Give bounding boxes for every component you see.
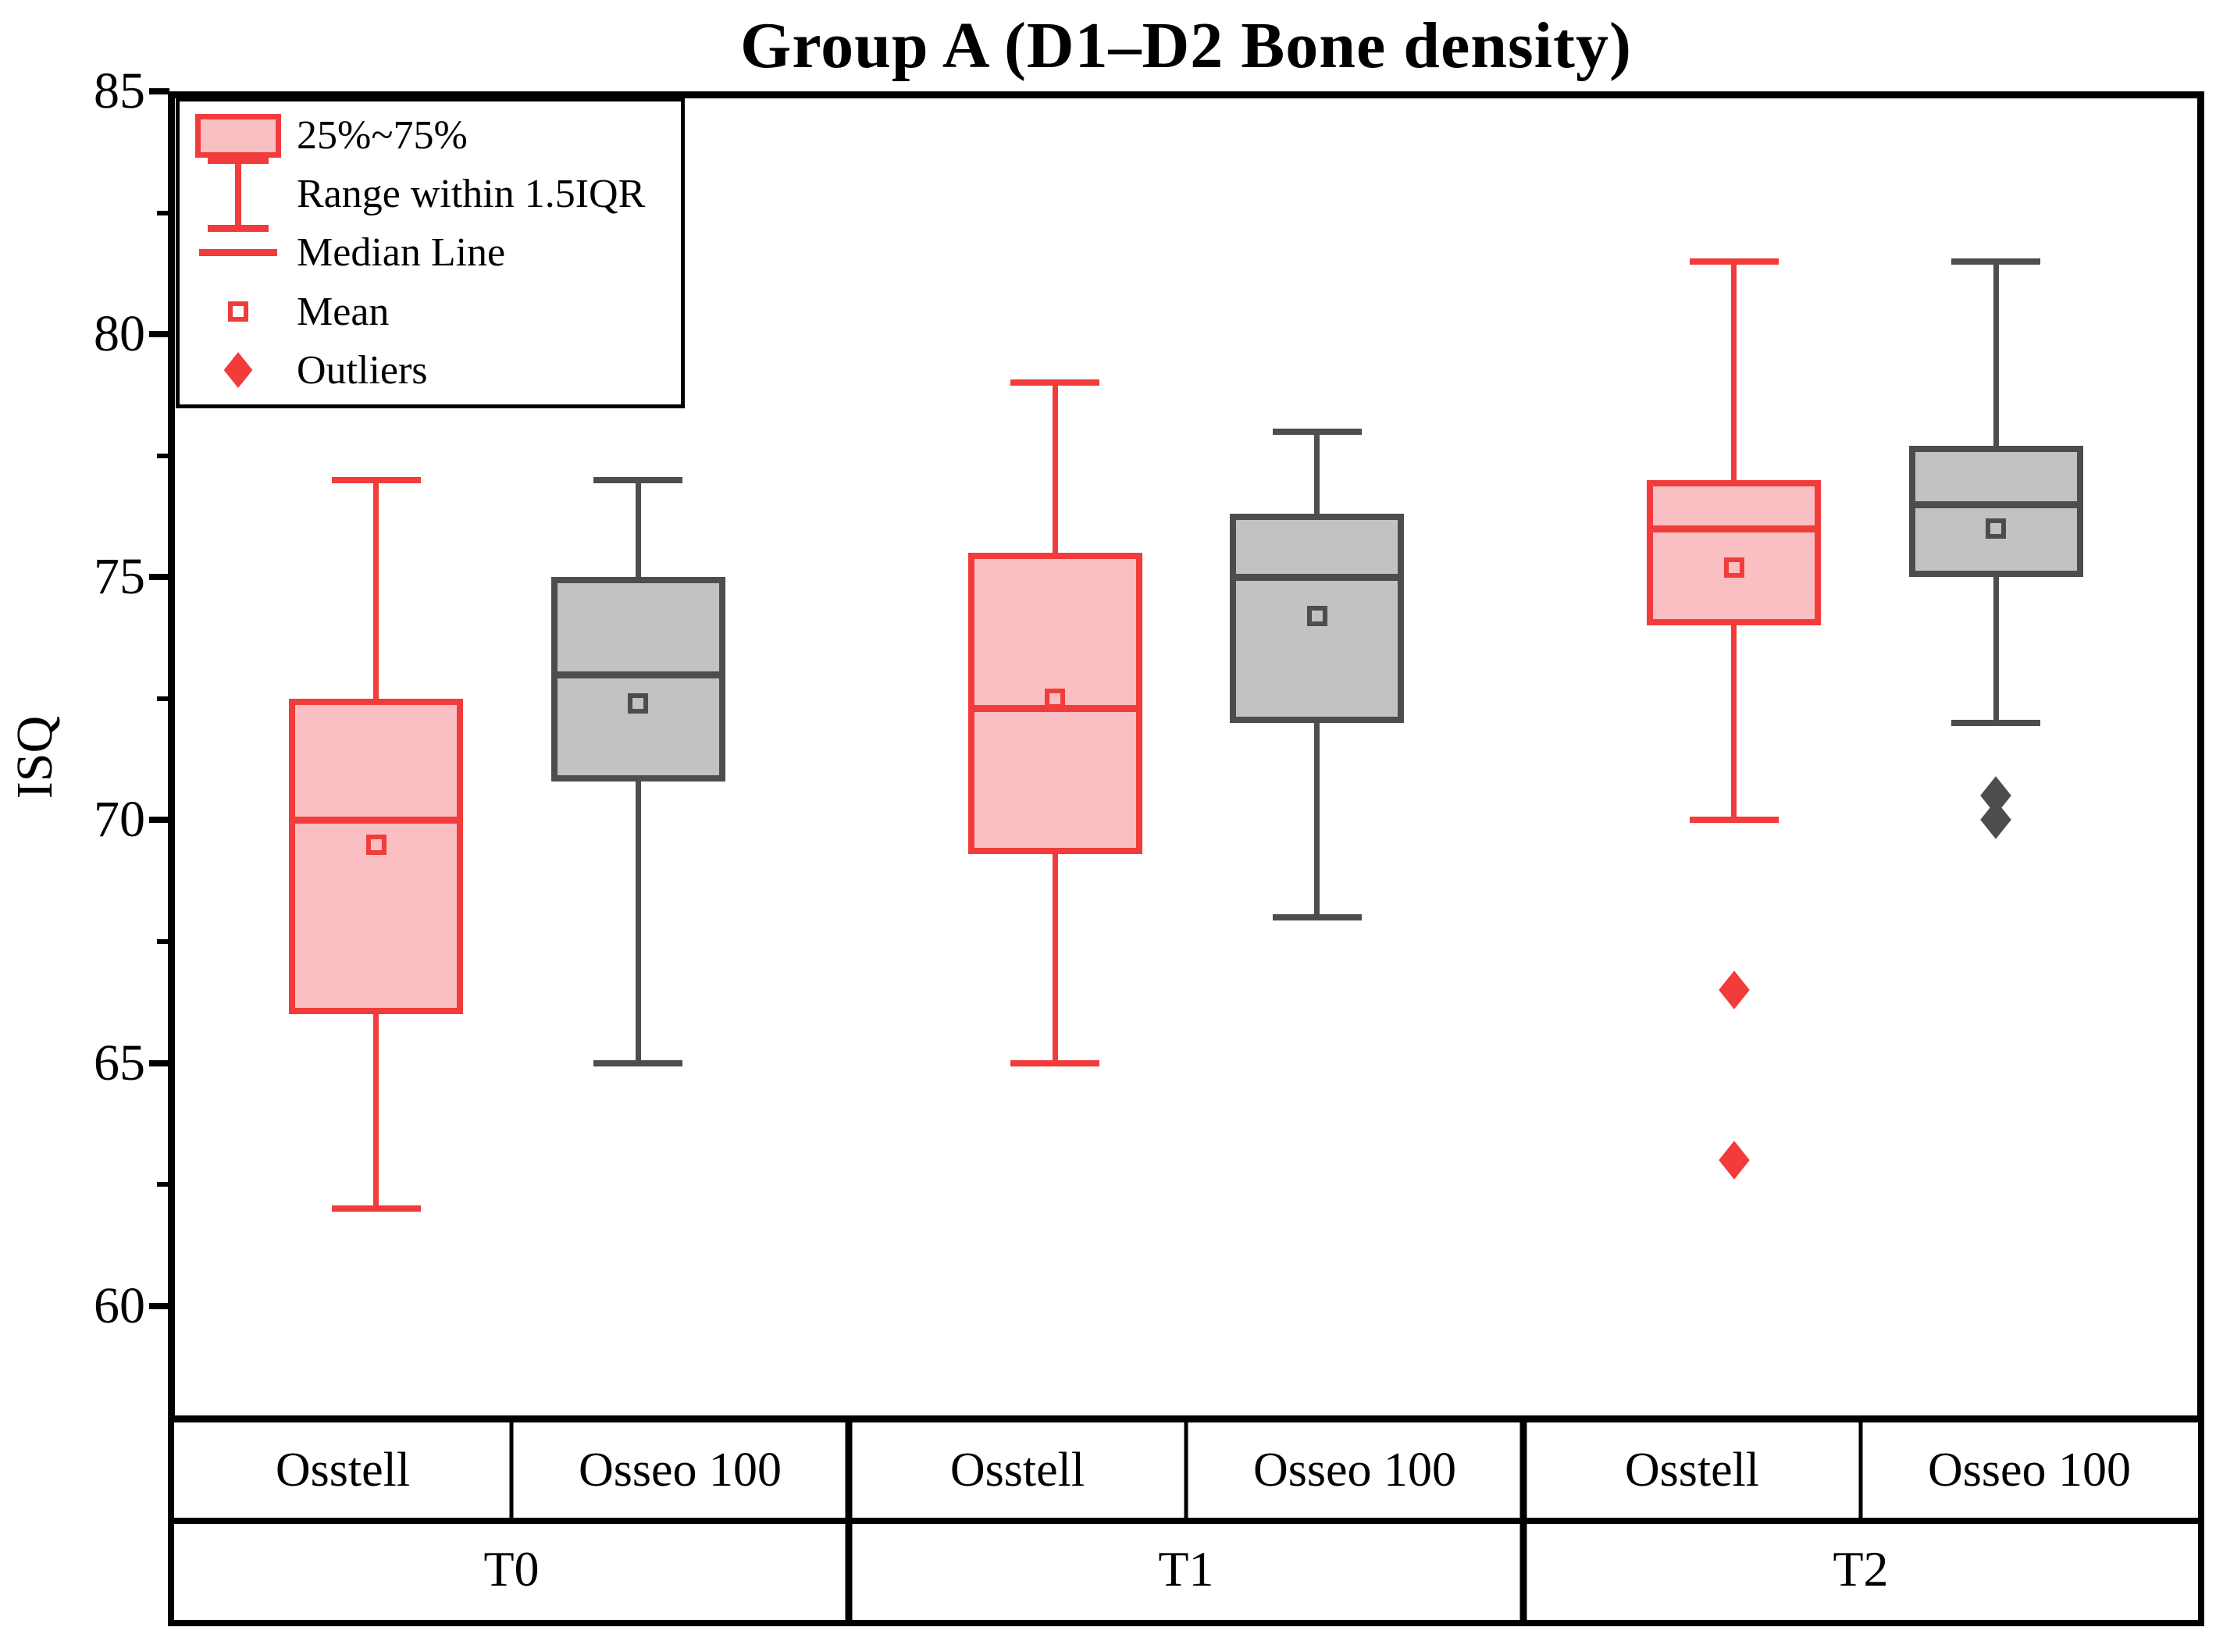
whisker-cap-osseo-100-t1 bbox=[1272, 428, 1362, 435]
table-cell-divider bbox=[1858, 1422, 1863, 1518]
whisker-cap-osstell-t2 bbox=[1689, 817, 1779, 824]
box-osseo-100-t1 bbox=[1230, 514, 1405, 723]
table-row-divider bbox=[174, 1518, 2198, 1524]
legend-label: Outliers bbox=[297, 347, 428, 393]
mean-osseo-100-t2 bbox=[1986, 518, 2007, 539]
box-swatch-icon bbox=[195, 113, 281, 158]
box-osstell-t2 bbox=[1647, 479, 1822, 626]
outlier-marker-icon bbox=[223, 352, 253, 389]
legend-item-median: Median Line bbox=[180, 224, 681, 282]
median-osseo-100-t1 bbox=[1231, 574, 1403, 582]
device-cell: Osseo 100 bbox=[1927, 1444, 2132, 1497]
device-cell: Osstell bbox=[1624, 1444, 1760, 1497]
y-major-tick bbox=[149, 331, 169, 338]
table-cell-divider bbox=[1184, 1422, 1188, 1518]
y-minor-tick bbox=[157, 938, 169, 944]
y-tick-label: 70 bbox=[94, 791, 145, 849]
legend-label: Mean bbox=[297, 289, 390, 334]
device-cell: Osstell bbox=[949, 1444, 1085, 1497]
whisker-cap-osstell-t0 bbox=[331, 476, 421, 483]
box-osseo-100-t2 bbox=[1908, 446, 2083, 578]
device-cell: Osseo 100 bbox=[578, 1444, 782, 1497]
legend-item-mean: Mean bbox=[180, 283, 681, 340]
table-group-divider bbox=[845, 1422, 853, 1620]
y-minor-tick bbox=[157, 210, 169, 215]
legend: 25%~75% Range within 1.5IQR Median Line … bbox=[176, 98, 685, 408]
y-tick-label: 85 bbox=[94, 62, 145, 119]
median-osseo-100-t2 bbox=[1910, 500, 2082, 508]
whisker-cap-osseo-100-t0 bbox=[593, 1059, 683, 1066]
whisker-range-icon bbox=[208, 156, 269, 232]
legend-label: 25%~75% bbox=[297, 113, 468, 158]
group-cell: T1 bbox=[1158, 1541, 1214, 1597]
device-cell: Osseo 100 bbox=[1252, 1444, 1457, 1497]
legend-item-outliers: Outliers bbox=[180, 341, 681, 399]
whisker-cap-osseo-100-t1 bbox=[1272, 913, 1362, 920]
median-line-icon bbox=[199, 249, 277, 257]
group-cell: T2 bbox=[1833, 1541, 1889, 1597]
y-tick-label: 60 bbox=[94, 1276, 145, 1334]
mean-osseo-100-t0 bbox=[628, 693, 649, 714]
mean-marker-icon bbox=[228, 301, 248, 322]
whisker-cap-osstell-t0 bbox=[331, 1205, 421, 1212]
y-tick-label: 80 bbox=[94, 305, 145, 363]
whisker-cap-osstell-t2 bbox=[1689, 258, 1779, 265]
y-major-tick bbox=[149, 1059, 169, 1066]
table-group-divider bbox=[1519, 1422, 1527, 1620]
y-major-tick bbox=[149, 88, 169, 94]
group-cell: T0 bbox=[483, 1541, 540, 1597]
box-osseo-100-t0 bbox=[550, 577, 725, 781]
y-minor-tick bbox=[157, 1182, 169, 1187]
whisker-cap-osstell-t1 bbox=[1010, 379, 1100, 386]
y-tick-label: 75 bbox=[94, 548, 145, 606]
median-osstell-t2 bbox=[1648, 525, 1820, 533]
x-axis-label-table: Osstell Osseo 100 Osstell Osseo 100 Osst… bbox=[168, 1422, 2204, 1626]
mean-osstell-t0 bbox=[365, 834, 387, 855]
y-minor-tick bbox=[157, 453, 169, 458]
whisker-cap-osseo-100-t0 bbox=[593, 476, 683, 483]
table-cell-divider bbox=[509, 1422, 514, 1518]
legend-item-iqr-box: 25%~75% bbox=[180, 107, 681, 165]
legend-label: Median Line bbox=[297, 230, 506, 276]
y-minor-tick bbox=[157, 696, 169, 701]
whisker-cap-osseo-100-t2 bbox=[1951, 258, 2041, 265]
chart-title: Group A (D1–D2 Bone density) bbox=[740, 9, 1632, 82]
whisker-cap-osstell-t1 bbox=[1010, 1059, 1100, 1066]
y-major-tick bbox=[149, 574, 169, 581]
mean-osstell-t1 bbox=[1045, 688, 1066, 709]
mean-osseo-100-t1 bbox=[1306, 606, 1327, 627]
legend-label: Range within 1.5IQR bbox=[297, 172, 646, 217]
legend-item-range: Range within 1.5IQR bbox=[180, 156, 681, 232]
box-osstell-t0 bbox=[289, 698, 464, 1015]
y-tick-label: 65 bbox=[94, 1034, 145, 1091]
whisker-cap-osseo-100-t2 bbox=[1951, 719, 2041, 726]
median-osstell-t0 bbox=[290, 817, 462, 824]
mean-osstell-t2 bbox=[1723, 557, 1744, 578]
box-osstell-t1 bbox=[967, 553, 1142, 854]
y-major-tick bbox=[149, 817, 169, 824]
device-cell: Osstell bbox=[275, 1444, 411, 1497]
median-osseo-100-t0 bbox=[552, 671, 724, 678]
y-major-tick bbox=[149, 1302, 169, 1309]
